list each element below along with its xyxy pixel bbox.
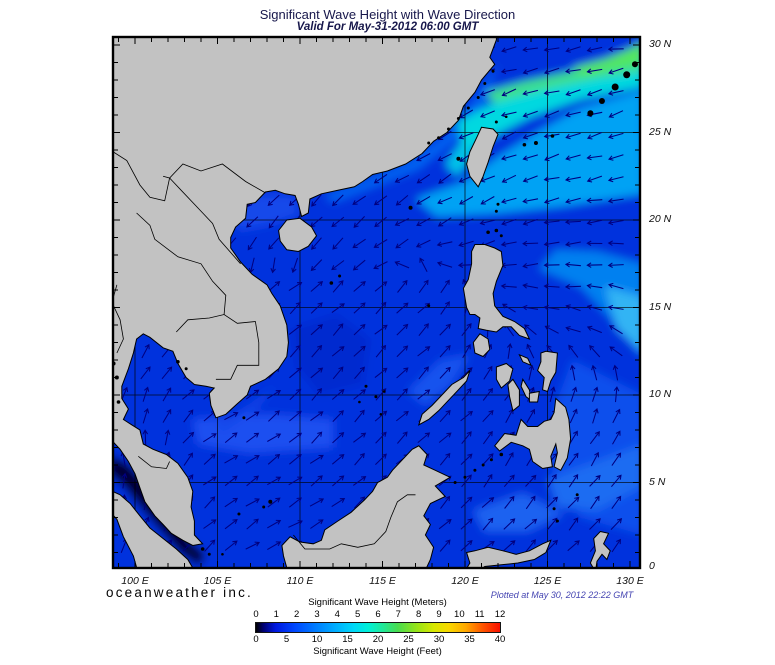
lat-label: 30 N — [649, 38, 672, 50]
land-sumatra — [113, 490, 194, 568]
land-negros — [507, 378, 520, 412]
legend-tick: 7 — [395, 609, 401, 620]
land-mindanao — [494, 397, 572, 471]
legend-tick: 20 — [372, 634, 384, 645]
degree-ticks — [114, 38, 639, 567]
lon-label: 110 E — [286, 575, 314, 587]
land-cebu — [520, 378, 532, 402]
legend-tick: 1 — [273, 609, 279, 620]
lat-label: 0 — [649, 559, 655, 572]
land-hainan — [278, 217, 318, 253]
lat-label: 10 N — [649, 388, 672, 400]
land-mindoro — [472, 333, 491, 358]
lon-label: 105 E — [203, 575, 232, 587]
land-taiwan — [466, 126, 499, 188]
brand-oceanweather: oceanweather inc. — [106, 585, 253, 600]
land-samar-leyte — [537, 350, 558, 393]
legend-tick: 30 — [433, 634, 445, 645]
small-islands — [113, 61, 638, 556]
land-mainland-asia — [113, 37, 497, 547]
legend-tick: 25 — [403, 634, 414, 645]
lat-label: 25 N — [649, 125, 672, 138]
lat-label: 20 N — [649, 213, 672, 225]
land-halmahera — [589, 530, 611, 568]
legend-tick: 5 — [283, 634, 290, 645]
legend-tick: 12 — [494, 609, 506, 620]
land-luzon — [462, 244, 531, 340]
legend-tick: 8 — [416, 609, 422, 620]
legend-tick: 6 — [375, 609, 381, 620]
legend-tick: 10 — [311, 634, 323, 645]
land-bohol — [528, 390, 540, 403]
legend-tick: 15 — [342, 634, 353, 645]
lat-label: 5 N — [649, 475, 666, 488]
lon-label: 115 E — [369, 575, 396, 587]
lat-label: 15 N — [649, 300, 672, 313]
land-palawan — [417, 370, 471, 426]
legend-meters-ticks: 0 1 2 3 4 5 6 7 8 9 10 11 12 — [0, 609, 775, 621]
lon-label: 130 E — [616, 575, 644, 587]
legend-title-feet: Significant Wave Height (Feet) — [313, 646, 442, 657]
legend-tick: 9 — [436, 609, 442, 620]
legend-tick: 0 — [253, 609, 259, 620]
legend-tick: 11 — [474, 609, 485, 620]
legend-feet-ticks: 0 5 10 15 20 25 30 35 40 — [0, 634, 775, 646]
map-frame — [111, 35, 642, 570]
legend-title-meters: Significant Wave Height (Meters) — [308, 597, 447, 608]
legend-colorbar — [255, 622, 501, 633]
legend-tick: 10 — [454, 609, 465, 620]
legend-tick: 4 — [334, 609, 340, 620]
legend-tick: 0 — [253, 634, 259, 645]
lon-label: 100 E — [121, 575, 149, 587]
plotted-timestamp: Plotted at May 30, 2012 22:22 GMT — [490, 590, 634, 600]
legend-tick: 40 — [494, 634, 506, 645]
landmasses — [113, 37, 611, 568]
lon-label: 125 E — [533, 575, 562, 587]
land-borneo — [281, 445, 452, 568]
valid-time-subtitle: Valid For May-31-2012 06:00 GMT — [296, 21, 479, 33]
land-sulawesi — [465, 539, 552, 568]
legend-tick: 5 — [355, 609, 361, 620]
land-masbate — [518, 353, 533, 367]
country-borders — [113, 151, 416, 550]
legend-tick: 3 — [314, 609, 320, 620]
legend-tick: 35 — [464, 634, 475, 645]
legend-tick: 2 — [294, 609, 300, 620]
lon-label: 120 E — [451, 575, 479, 587]
page-title: Significant Wave Height with Wave Direct… — [259, 7, 516, 22]
land-panay — [495, 362, 514, 389]
